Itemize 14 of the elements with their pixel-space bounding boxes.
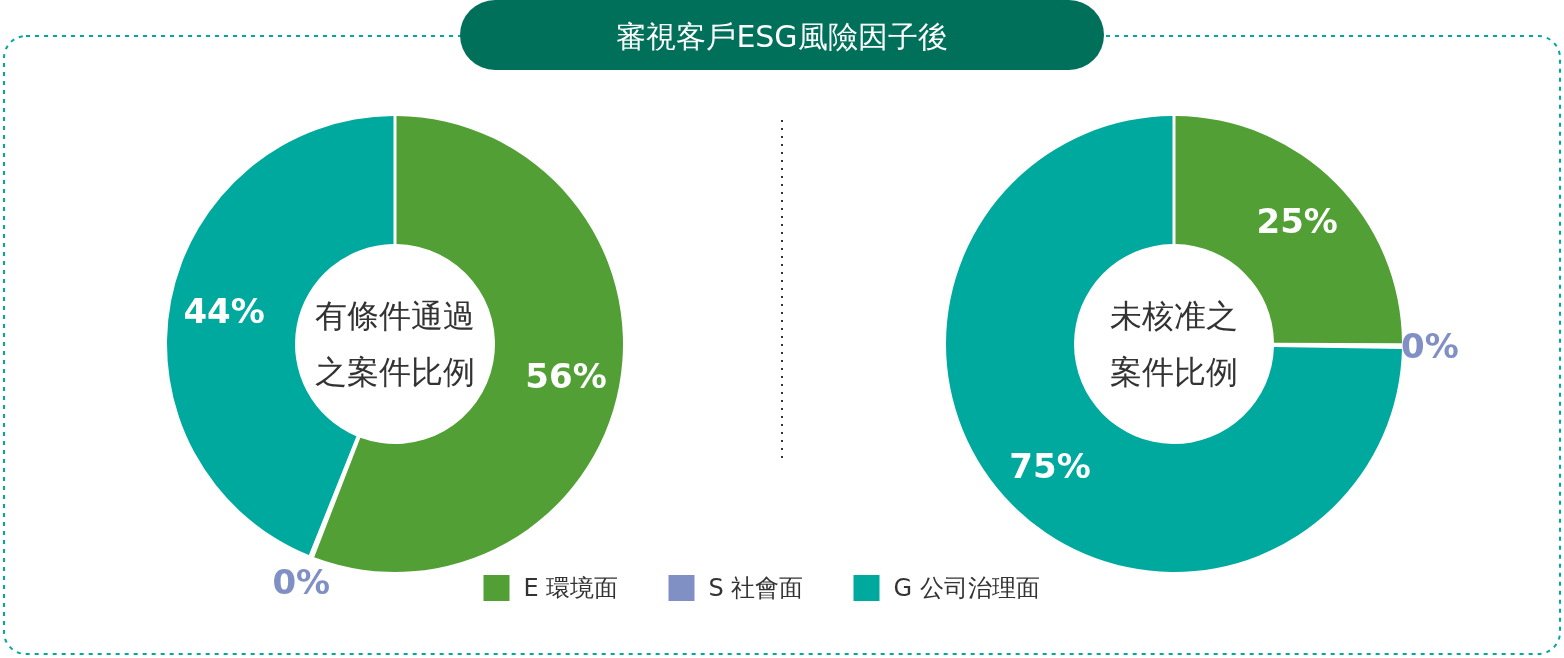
text: 0%: [272, 562, 331, 603]
data-label: 75%: [1009, 446, 1091, 487]
chart-title: 審視客戶ESG風險因子後: [616, 18, 948, 54]
legend-label: S 社會面: [708, 574, 804, 602]
data-label: 56%: [525, 355, 607, 396]
donut-slice: [1175, 116, 1402, 344]
donut-slice: [946, 116, 1402, 572]
text: 有條件通過之案件比例: [315, 297, 475, 391]
text: 0%: [1401, 326, 1459, 367]
data-label: 25%: [1256, 201, 1338, 242]
data-label: 44%: [183, 291, 265, 332]
legend-label: E 環境面: [523, 574, 619, 602]
legend-label: G 公司治理面: [893, 574, 1040, 602]
text: 未核准之案件比例: [1110, 297, 1238, 391]
